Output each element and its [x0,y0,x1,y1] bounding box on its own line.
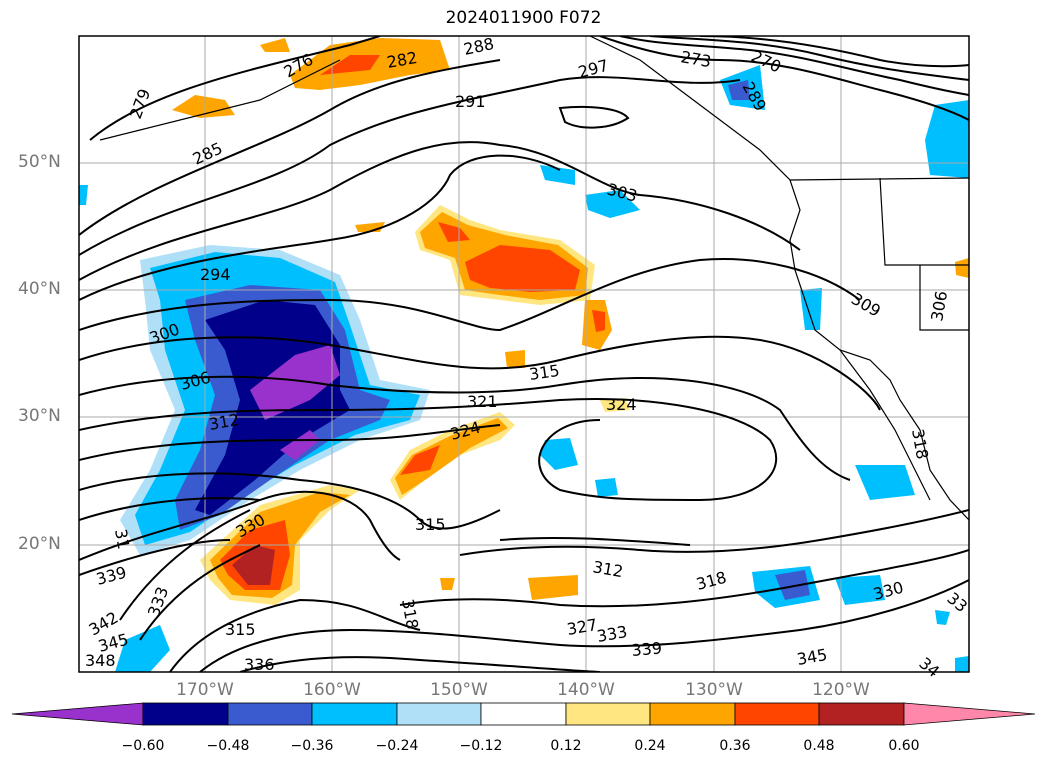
lon-label: 130°W [685,680,743,700]
contour-label: 333 [144,584,172,619]
colorbar-tick: −0.12 [459,738,503,754]
shaded-anomalies [79,38,969,672]
contour-label: 336 [244,655,275,674]
lat-label: 50°N [18,152,61,172]
colorbar-segment [649,702,736,726]
colorbar-segment [311,702,398,726]
colorbar-tick: −0.48 [206,738,250,754]
contour-label: 345 [795,645,828,669]
lon-label: 160°W [303,680,361,700]
contour-label: 279 [126,86,154,121]
lat-label: 20°N [18,534,61,554]
contour-label: 333 [595,622,628,646]
contour-label: 321 [467,392,498,411]
contour-label: 273 [679,47,712,71]
lat-label: 30°N [18,406,61,426]
contour-label: 291 [455,92,486,111]
lat-label: 40°N [18,279,61,299]
contour-label: 288 [462,34,496,59]
colorbar-tick: −0.24 [375,738,419,754]
contour-label: 318 [694,568,728,594]
colorbar-segment [396,702,482,726]
colorbar-segment [11,702,144,726]
contour-label: 306 [927,289,951,322]
coastlines [99,36,969,521]
colorbar-tick: 0.12 [550,738,582,754]
colorbar-segment [227,702,313,726]
contour-label: 339 [631,638,663,660]
colorbar-segment [903,702,1036,726]
map-title: 2024011900 F072 [445,8,602,28]
graticule [79,36,969,672]
contour-label: 294 [200,265,231,284]
colorbar-segment [142,702,229,726]
lon-label: 170°W [176,680,234,700]
contour-label: 309 [848,289,884,321]
contour-label: 315 [415,515,446,534]
plot-frame [78,35,970,673]
contour-label: 327 [565,615,598,639]
contour-label: 312 [591,557,624,581]
colorbar-tick: 0.60 [888,738,920,754]
colorbar-segment [734,702,820,726]
colorbar-segment [565,702,651,726]
contours [79,36,969,672]
contour-label: 34 [915,654,943,682]
colorbar-tick: 0.48 [803,738,835,754]
contour-label: 315 [528,361,561,384]
contour-label: 339 [94,563,128,589]
colorbar-tick: −0.60 [121,738,165,754]
lon-label: 120°W [812,680,870,700]
colorbar-segment [480,702,567,726]
colorbar-tick: −0.36 [290,738,334,754]
colorbar-tick: 0.36 [719,738,751,754]
contour-label: 318 [398,597,422,630]
contour-label: 348 [85,651,116,670]
contour-label: 31 [111,527,133,550]
contour-label: 285 [190,138,226,168]
lon-label: 150°W [430,680,488,700]
lon-label: 140°W [557,680,615,700]
contour-label: 315 [225,620,256,639]
contour-label: 324 [606,395,637,414]
contour-label: 318 [908,427,932,460]
colorbar-tick: 0.24 [634,738,666,754]
colorbar-segment [818,702,905,726]
colorbar [11,702,1036,726]
